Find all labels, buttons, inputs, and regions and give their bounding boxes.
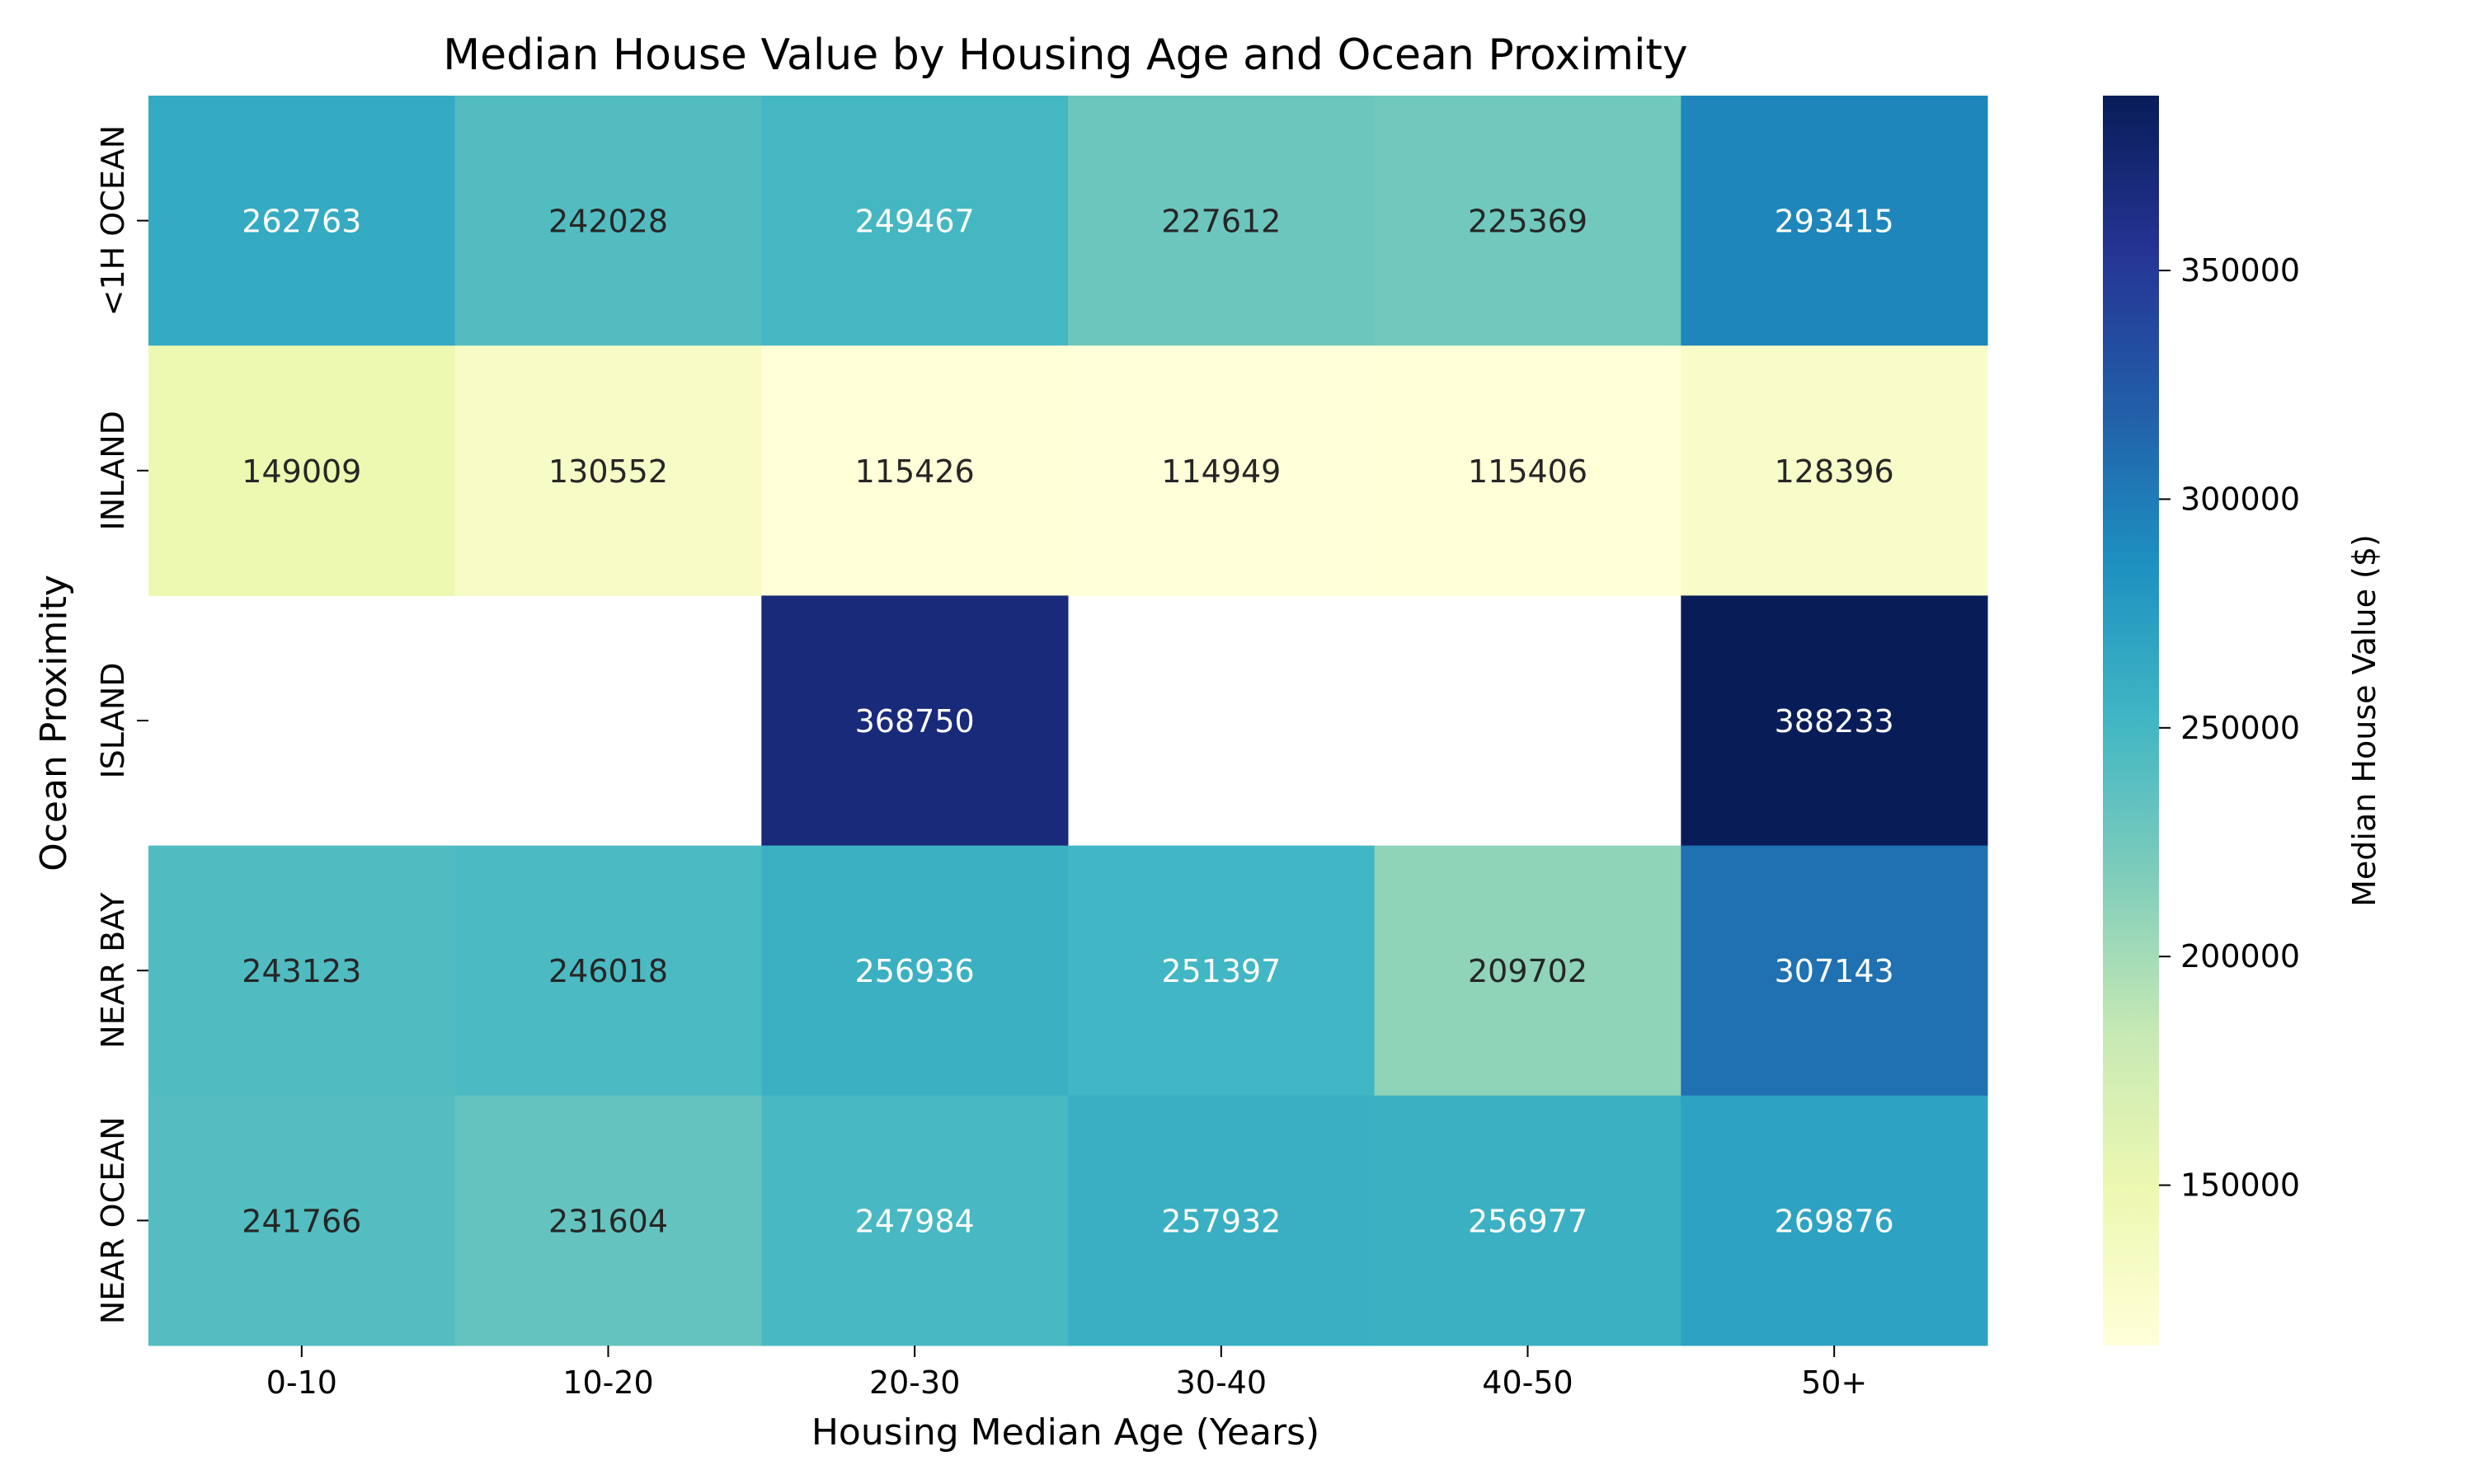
cell-value-label: 269876 xyxy=(1775,1203,1894,1239)
cell-value-label: 227612 xyxy=(1161,204,1281,240)
cell-value-label: 307143 xyxy=(1775,953,1894,989)
colorbar xyxy=(2103,96,2159,1345)
heatmap-cell xyxy=(761,1095,1069,1346)
heatmap-cell xyxy=(1681,595,1988,847)
heatmap-cell xyxy=(1374,345,1681,596)
x-tick-label: 50+ xyxy=(1801,1364,1867,1401)
heatmap-cell xyxy=(1374,1095,1681,1346)
heatmap-cells: 262763 242028 249467 227612 225369 293415 1490… xyxy=(148,96,1988,1346)
cell-value-label: 130552 xyxy=(548,453,668,490)
heatmap-cell xyxy=(1068,96,1376,346)
heatmap-cell xyxy=(148,96,456,346)
cell-value-label: 242028 xyxy=(548,204,668,240)
cell-value-label: 243123 xyxy=(242,953,361,989)
x-tick-label: 20-30 xyxy=(869,1364,960,1401)
cell-value-label: 241766 xyxy=(242,1203,361,1239)
cell-value-label: 249467 xyxy=(855,204,975,240)
x-axis: 0-10 10-20 20-30 30-40 40-50 50+ xyxy=(266,1345,1867,1401)
heatmap-cell xyxy=(1681,845,1988,1097)
cell-value-label: 231604 xyxy=(548,1203,668,1239)
cell-value-label: 256977 xyxy=(1468,1203,1587,1239)
colorbar-tick-label: 300000 xyxy=(2180,481,2300,517)
heatmap-cell xyxy=(1068,345,1376,596)
x-axis-label: Housing Median Age (Years) xyxy=(811,1411,1319,1453)
heatmap-cell xyxy=(1374,845,1681,1097)
heatmap-cell xyxy=(761,345,1069,596)
cell-value-label: 262763 xyxy=(242,204,361,240)
cell-value-label: 256936 xyxy=(855,953,975,989)
cell-value-label: 257932 xyxy=(1161,1203,1281,1239)
cell-value-label: 149009 xyxy=(242,453,361,490)
cell-value-label: 114949 xyxy=(1161,453,1281,490)
heatmap-cell xyxy=(454,1095,762,1346)
y-axis-label: Ocean Proximity xyxy=(33,575,75,871)
y-tick-label: ISLAND xyxy=(95,662,131,778)
cell-value-label: 128396 xyxy=(1775,453,1894,490)
colorbar-tick-label: 150000 xyxy=(2180,1167,2300,1204)
heatmap-cell xyxy=(761,845,1069,1097)
y-tick-label: NEAR BAY xyxy=(95,892,131,1049)
x-tick-label: 30-40 xyxy=(1176,1364,1267,1401)
heatmap-cell xyxy=(454,96,762,346)
y-tick-label: NEAR OCEAN xyxy=(95,1117,131,1325)
x-tick-label: 40-50 xyxy=(1482,1364,1573,1401)
heatmap-cell xyxy=(1068,845,1376,1097)
y-tick-label: <1H OCEAN xyxy=(95,125,131,317)
cell-value-label: 293415 xyxy=(1775,204,1894,240)
colorbar-tick-label: 350000 xyxy=(2180,252,2300,289)
y-axis: <1H OCEAN INLAND ISLAND NEAR BAY NEAR OCEAN xyxy=(95,125,148,1324)
cell-value-label: 368750 xyxy=(855,703,975,740)
colorbar-tick-label: 200000 xyxy=(2180,938,2300,974)
colorbar-ticks: 150000 200000 250000 300000 350000 xyxy=(2159,252,2300,1204)
heatmap-cell xyxy=(1681,96,1988,346)
cell-value-label: 388233 xyxy=(1775,703,1894,740)
heatmap-cell xyxy=(454,845,762,1097)
heatmap-cell xyxy=(1068,1095,1376,1346)
colorbar-label: Median House Value ($) xyxy=(2346,534,2382,907)
x-tick-label: 0-10 xyxy=(266,1364,337,1401)
cell-value-label: 225369 xyxy=(1468,204,1587,240)
colorbar-tick-label: 250000 xyxy=(2180,710,2300,746)
cell-value-label: 247984 xyxy=(855,1203,975,1239)
heatmap-cell xyxy=(148,1095,456,1346)
x-tick-label: 10-20 xyxy=(562,1364,653,1401)
heatmap-cell xyxy=(761,595,1069,847)
heatmap-cell xyxy=(454,345,762,596)
heatmap-cell xyxy=(1681,345,1988,596)
cell-value-label: 115426 xyxy=(855,453,975,490)
chart-title: Median House Value by Housing Age and Oc… xyxy=(443,31,1687,80)
cell-value-label: 246018 xyxy=(548,953,668,989)
heatmap-cell xyxy=(1681,1095,1988,1346)
y-tick-label: INLAND xyxy=(95,411,131,530)
cell-value-label: 115406 xyxy=(1468,453,1587,490)
heatmap-cell xyxy=(148,345,456,596)
heatmap-cell xyxy=(761,96,1069,346)
heatmap-cell xyxy=(1374,96,1681,346)
heatmap-cell xyxy=(148,845,456,1097)
cell-value-label: 209702 xyxy=(1468,953,1587,989)
cell-value-label: 251397 xyxy=(1161,953,1281,989)
